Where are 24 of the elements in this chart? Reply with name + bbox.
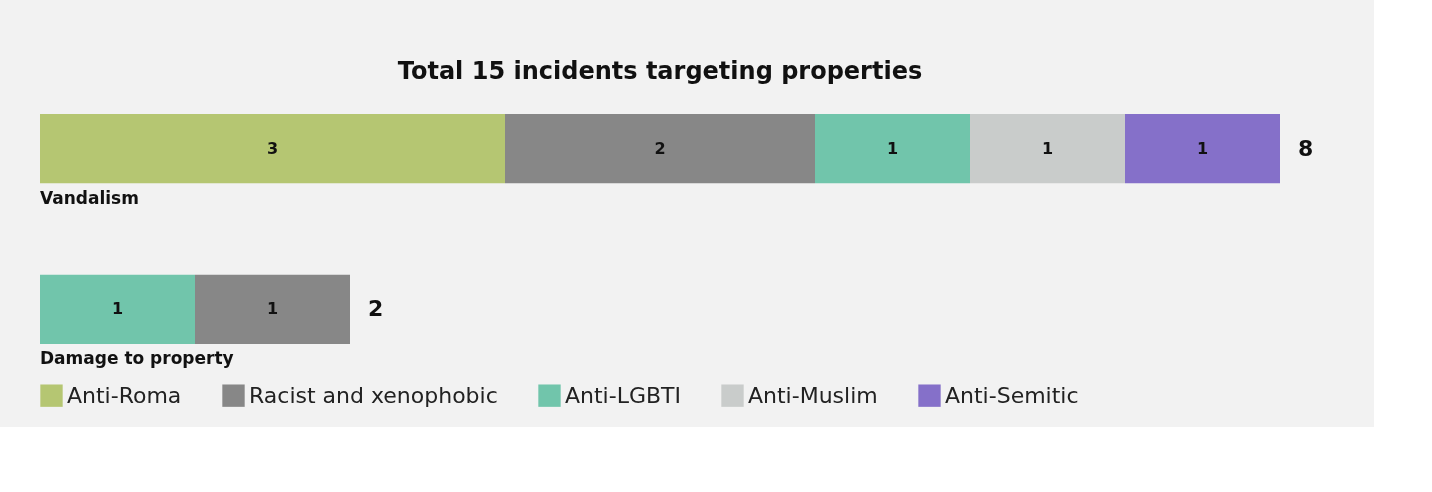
legend-label: Anti-LGBTI	[565, 382, 681, 408]
bar	[505, 114, 815, 184]
total-label: 8	[1298, 135, 1314, 161]
data-label: 1	[886, 138, 899, 158]
y-tick-label: Vandalism	[40, 187, 139, 208]
bar	[970, 114, 1125, 184]
data-label: 1	[1196, 138, 1209, 158]
bar	[40, 274, 195, 344]
y-tick-label: Damage to property	[40, 348, 234, 369]
data-label: 1	[1041, 138, 1054, 158]
chart-title: Total 15 incidents targeting properties	[397, 57, 923, 85]
bar	[195, 274, 350, 344]
data-label: 3	[266, 138, 279, 158]
legend-label: Anti-Roma	[67, 382, 182, 408]
legend-label: Anti-Semitic	[945, 382, 1079, 408]
legend-label: Anti-Muslim	[748, 382, 878, 408]
total-label: 2	[368, 296, 384, 322]
data-label: 1	[111, 299, 124, 319]
data-label: 1	[266, 299, 279, 319]
legend-label: Racist and xenophobic	[249, 382, 498, 408]
bar	[40, 114, 505, 184]
data-label: 2	[654, 138, 666, 158]
bar	[815, 114, 970, 184]
bar	[1125, 114, 1280, 184]
